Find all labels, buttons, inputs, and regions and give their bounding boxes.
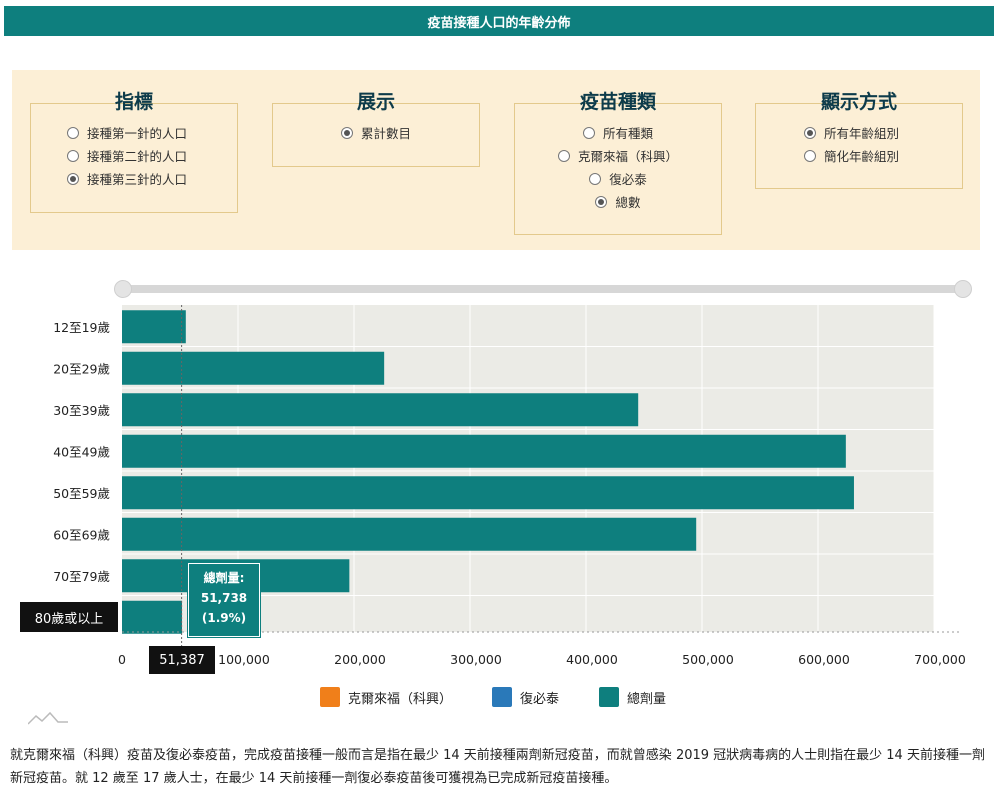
radio-icon[interactable] — [340, 127, 353, 139]
category-label: 60至69歲 — [53, 527, 110, 542]
category-label: 30至39歲 — [53, 403, 110, 418]
display-filter: 展示 累計數目 — [272, 91, 480, 167]
bar[interactable] — [122, 434, 846, 468]
radio-icon[interactable] — [67, 127, 79, 139]
x-tick-label: 300,000 — [450, 652, 502, 667]
x-tick-label: 100,000 — [218, 652, 270, 667]
indicator-option[interactable]: 接種第一針的人口 — [67, 122, 237, 145]
chart-logo-icon — [28, 711, 68, 725]
indicator-filter: 指標 接種第一針的人口 接種第二針的人口 接種第三針的人口 — [30, 91, 238, 213]
bar[interactable] — [122, 393, 639, 427]
x-tick-label: 200,000 — [334, 652, 386, 667]
radio-icon[interactable] — [67, 173, 79, 185]
radio-icon[interactable] — [589, 173, 602, 185]
range-slider-left-handle[interactable] — [114, 280, 132, 298]
chart-legend: 克爾來福（科興） 復必泰 總劑量 — [320, 687, 666, 707]
mode-option[interactable]: 所有年齡組別 — [804, 122, 962, 145]
bar[interactable] — [122, 476, 854, 510]
x-tick-label: 600,000 — [798, 652, 850, 667]
range-slider-track[interactable] — [122, 285, 962, 293]
indicator-option-label: 接種第二針的人口 — [87, 149, 188, 164]
indicator-option-label: 接種第三針的人口 — [87, 172, 188, 187]
highlighted-category-label: 80歲或以上 — [20, 602, 118, 632]
indicator-option-label: 接種第一針的人口 — [87, 126, 188, 141]
radio-icon[interactable] — [557, 150, 570, 162]
radio-icon[interactable] — [582, 127, 595, 139]
legend-swatch — [492, 687, 513, 707]
vaccine-option[interactable]: 總數 — [515, 191, 721, 214]
mode-option-label: 所有年齡組別 — [824, 126, 900, 141]
legend-label: 總劑量 — [627, 691, 667, 707]
legend-item[interactable]: 復必泰 — [492, 687, 559, 707]
legend-swatch — [599, 687, 620, 707]
vaccine-option-label: 所有種類 — [602, 126, 653, 141]
category-label: 20至29歲 — [53, 361, 110, 376]
legend-item[interactable]: 克爾來福（科興） — [320, 687, 452, 707]
mode-option[interactable]: 簡化年齡組別 — [804, 145, 962, 168]
indicator-filter-title: 指標 — [114, 91, 153, 113]
category-label: 12至19歲 — [53, 320, 110, 335]
vaccine-option-label: 復必泰 — [609, 172, 647, 187]
radio-icon[interactable] — [67, 150, 79, 162]
x-tick-label: 0 — [118, 652, 126, 667]
radio-icon[interactable] — [804, 127, 816, 139]
bar[interactable] — [122, 351, 385, 385]
vaccine-filter-title: 疫苗種類 — [579, 91, 656, 113]
vaccine-filter: 疫苗種類 所有種類克爾來福（科興） 復必泰總數 — [514, 91, 722, 235]
filter-panel: 指標 接種第一針的人口 接種第二針的人口 接種第三針的人口 展示 累計數目 疫苗種類… — [12, 70, 980, 250]
category-label: 70至79歲 — [53, 569, 110, 584]
cursor-value-label: 51,387 — [149, 646, 215, 674]
bar[interactable] — [122, 517, 697, 551]
mode-filter-title: 顯示方式 — [820, 91, 897, 113]
chart-tooltip: 總劑量: 51,738 (1.9%) — [188, 563, 260, 637]
category-label: 40至49歲 — [53, 444, 110, 459]
tooltip-value: 51,738 — [200, 591, 248, 605]
display-option-label: 累計數目 — [360, 126, 411, 141]
tooltip-percent: (1.9%) — [201, 611, 247, 625]
tooltip-label: 總劑量: — [203, 571, 245, 585]
vaccine-option-label: 總數 — [615, 195, 641, 210]
indicator-option[interactable]: 接種第二針的人口 — [67, 145, 237, 168]
legend-label: 復必泰 — [520, 691, 560, 707]
radio-icon[interactable] — [595, 196, 608, 208]
bar-chart: 12至19歲 20至29歲 30至39歲 40至49歲 50至59歲 60至69歲 70至7… — [53, 305, 966, 667]
bar[interactable] — [122, 600, 183, 634]
x-tick-label: 500,000 — [682, 652, 734, 667]
indicator-option[interactable]: 接種第三針的人口 — [67, 168, 237, 191]
vaccine-option[interactable]: 克爾來福（科興） — [515, 145, 721, 168]
bar[interactable] — [122, 310, 186, 344]
vaccine-option[interactable]: 復必泰 — [515, 168, 721, 191]
footnote: 就克爾來福（科興）疫苗及復必泰疫苗，完成疫苗接種一般而言是指在最少 14 天前接… — [10, 748, 985, 786]
display-option[interactable]: 累計數目 — [273, 122, 479, 145]
vaccine-option[interactable]: 所有種類 — [515, 122, 721, 145]
mode-option-label: 簡化年齡組別 — [824, 149, 900, 164]
vaccine-option-label: 克爾來福（科興） — [577, 149, 678, 164]
legend-swatch — [320, 687, 340, 707]
legend-item[interactable]: 總劑量 — [599, 687, 666, 707]
radio-icon[interactable] — [804, 150, 816, 162]
x-tick-label: 400,000 — [566, 652, 618, 667]
x-tick-label: 700,000 — [914, 652, 966, 667]
page-title: 疫苗接種人口的年齡分佈 — [4, 6, 994, 36]
range-slider-right-handle[interactable] — [954, 280, 972, 298]
category-label: 50至59歲 — [53, 486, 110, 501]
mode-filter: 顯示方式 所有年齡組別 簡化年齡組別 — [755, 91, 963, 189]
legend-label: 克爾來福（科興） — [348, 691, 453, 707]
display-filter-title: 展示 — [356, 91, 395, 113]
